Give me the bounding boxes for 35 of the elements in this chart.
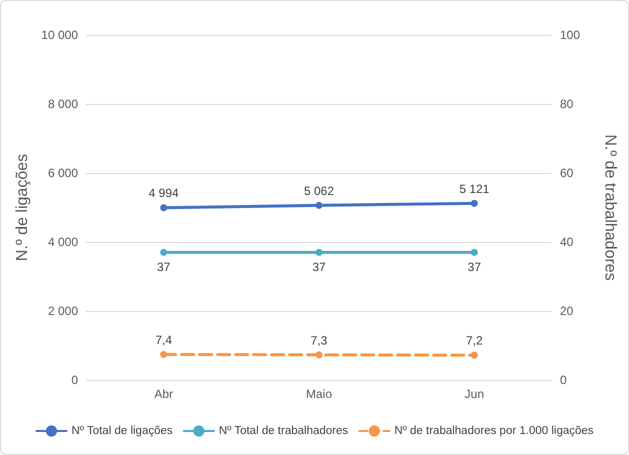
y2-tick-label: 80: [560, 97, 574, 111]
data-label: 5 062: [304, 184, 334, 198]
x-tick-label: Abr: [154, 387, 174, 401]
point: [316, 351, 322, 358]
point: [316, 248, 322, 256]
y2-tick-label: 100: [560, 28, 580, 42]
data-label: 37: [156, 260, 171, 274]
point: [160, 248, 168, 256]
legend-label: Nº Total de ligações: [71, 425, 173, 437]
y-tick-label: 6 000: [48, 166, 78, 180]
y2-tick-label: 0: [560, 373, 567, 387]
point: [470, 248, 478, 256]
point: [470, 352, 478, 359]
point: [160, 350, 168, 358]
data-label: 5 121: [459, 182, 490, 196]
y-tick-label: 4 000: [48, 235, 78, 249]
y2-tick-label: 40: [560, 235, 574, 249]
y2-tick-label: 60: [560, 166, 574, 180]
y-tick-label: 8 000: [48, 97, 78, 111]
data-label: 7,2: [466, 334, 483, 348]
x-tick-label: Maio: [306, 387, 332, 401]
y-tick-label: 10 000: [41, 28, 78, 42]
legend-label: Nº de trabalhadores por 1.000 ligações: [394, 425, 594, 437]
legend-label: Nº Total de trabalhadores: [218, 425, 348, 437]
data-label: 7,3: [310, 333, 328, 348]
y2-axis-title: N.º de trabalhadores: [602, 134, 618, 281]
data-label: 37: [468, 260, 482, 274]
data-label: 4 994: [148, 186, 180, 200]
y-tick-label: 0: [71, 373, 78, 387]
y-tick-label: 2 000: [48, 304, 78, 318]
data-label: 37: [312, 260, 326, 274]
y2-tick-label: 20: [560, 304, 574, 318]
data-label: 7,4: [155, 332, 172, 347]
x-tick-label: Jun: [464, 387, 484, 401]
y-axis-title: N.º de ligações: [14, 154, 31, 262]
